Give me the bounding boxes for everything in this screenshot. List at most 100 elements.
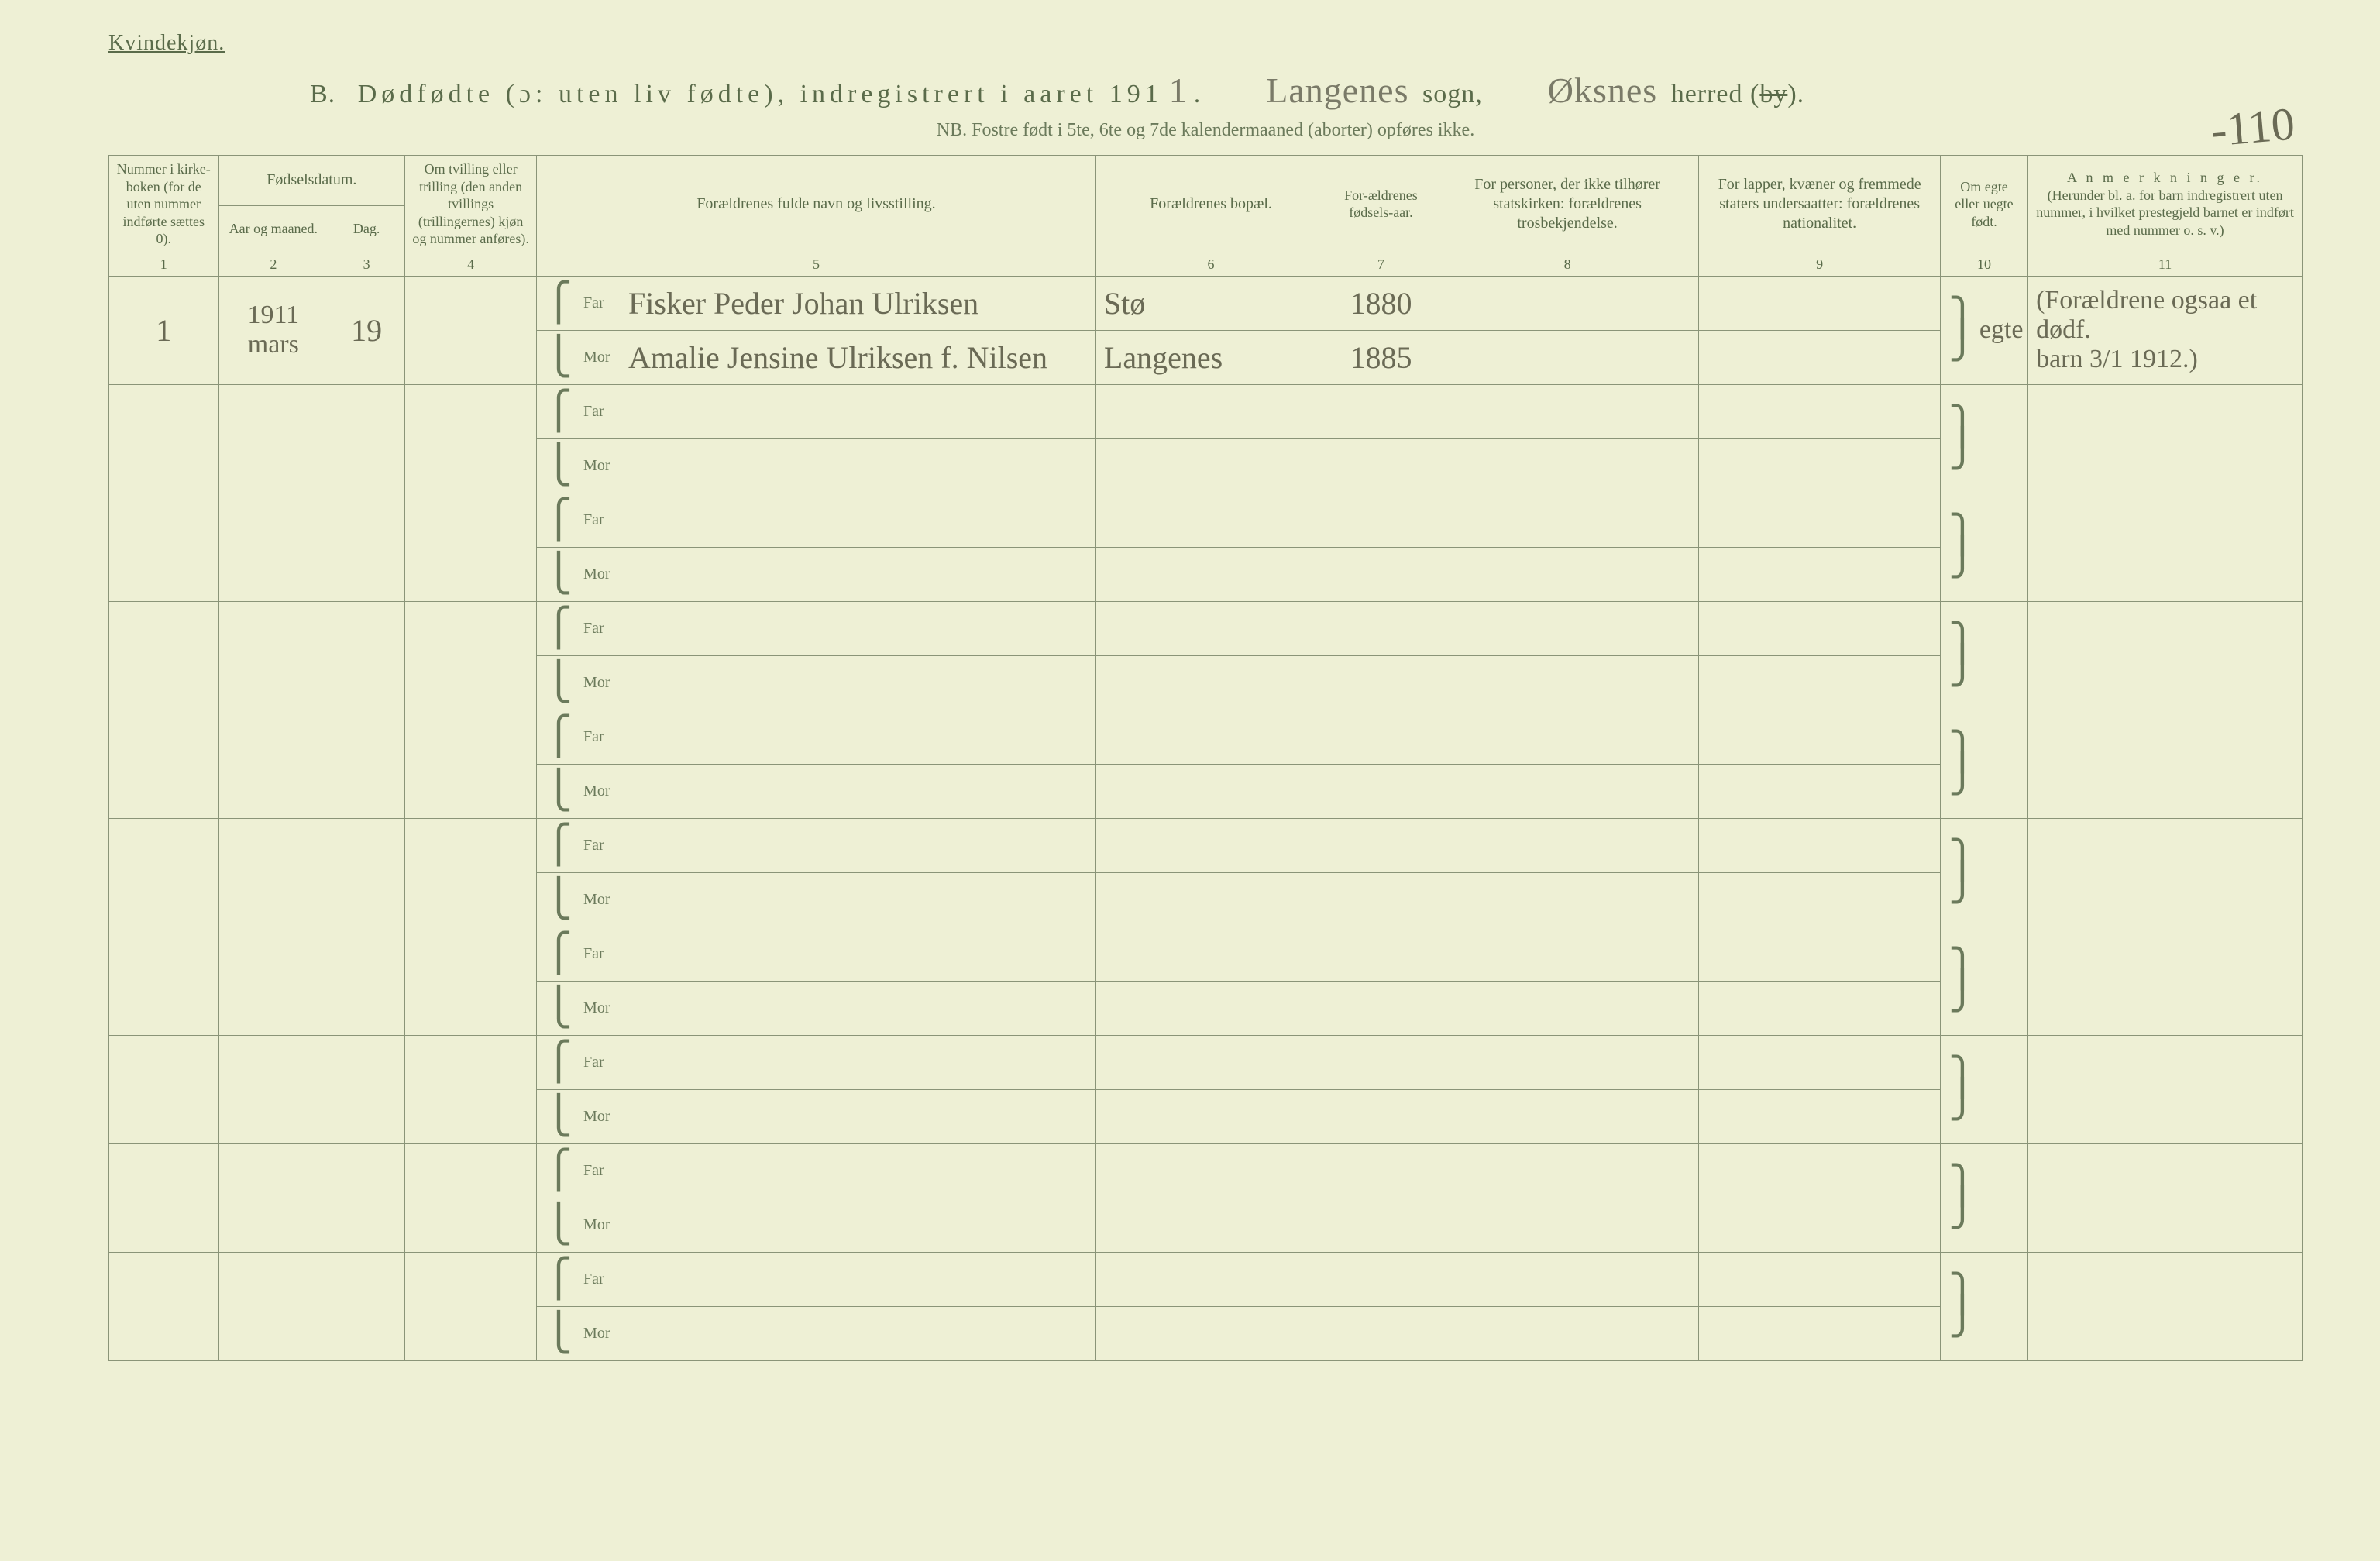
entry-far-year — [1326, 1035, 1436, 1089]
column-number: 7 — [1326, 253, 1436, 276]
column-number: 9 — [1699, 253, 1940, 276]
entry-far-place — [1095, 927, 1326, 981]
entry-far-nationality — [1699, 1035, 1940, 1089]
entry-mor-year — [1326, 1089, 1436, 1143]
entry-mor-place — [1095, 764, 1326, 818]
entry-mor-name: ⎩Mor — [537, 981, 1096, 1035]
entry-mor-place — [1095, 438, 1326, 493]
entry-remarks — [2028, 384, 2303, 493]
column-number: 11 — [2028, 253, 2303, 276]
table-row: ⎧Far⎫⎭ — [109, 1035, 2303, 1089]
entry-day — [328, 384, 405, 493]
entry-far-place — [1095, 818, 1326, 872]
entry-far-religion — [1436, 818, 1699, 872]
table-row: ⎧Far⎫⎭ — [109, 384, 2303, 438]
table-row: ⎧Far⎫⎭ — [109, 927, 2303, 981]
entry-far-nationality — [1699, 710, 1940, 764]
entry-legitimacy: ⎫⎭ — [1940, 1143, 2027, 1252]
entry-far-year — [1326, 710, 1436, 764]
entry-mor-year — [1326, 764, 1436, 818]
entry-far-name: ⎧Far — [537, 384, 1096, 438]
entry-mor-name: ⎩Mor — [537, 655, 1096, 710]
entry-day — [328, 493, 405, 601]
entry-number — [109, 1035, 219, 1143]
entry-twin — [405, 493, 537, 601]
entry-mor-name: ⎩Mor — [537, 1089, 1096, 1143]
sogn-label: sogn, — [1422, 80, 1483, 108]
entry-legitimacy: ⎫⎭ — [1940, 710, 2027, 818]
col-10-header: A n m e r k n i n g e r. (Herunder bl. a… — [2028, 156, 2303, 253]
entry-far-religion — [1436, 1035, 1699, 1089]
entry-mor-place — [1095, 655, 1326, 710]
entry-remarks — [2028, 1143, 2303, 1252]
entry-twin — [405, 276, 537, 384]
entry-legitimacy: ⎫⎭egte — [1940, 276, 2027, 384]
entry-year-month — [218, 384, 328, 493]
column-number: 4 — [405, 253, 537, 276]
entry-far-name: ⎧Far — [537, 1252, 1096, 1306]
entry-mor-place — [1095, 1306, 1326, 1360]
entry-mor-religion — [1436, 330, 1699, 384]
entry-far-place — [1095, 493, 1326, 547]
entry-mor-name: ⎩Mor — [537, 547, 1096, 601]
entry-remarks — [2028, 927, 2303, 1035]
entry-mor-nationality — [1699, 981, 1940, 1035]
entry-mor-religion — [1436, 655, 1699, 710]
entry-far-nationality — [1699, 276, 1940, 330]
entry-number — [109, 493, 219, 601]
entry-twin — [405, 384, 537, 493]
entry-remarks — [2028, 1035, 2303, 1143]
entry-mor-year — [1326, 1198, 1436, 1252]
entry-mor-nationality — [1699, 438, 1940, 493]
entry-remarks — [2028, 601, 2303, 710]
entry-number — [109, 1143, 219, 1252]
entry-number — [109, 384, 219, 493]
table-row: ⎧Far⎫⎭ — [109, 1252, 2303, 1306]
entry-mor-name: ⎩Mor — [537, 1306, 1096, 1360]
table-row: 11911mars19⎧FarFisker Peder Johan Ulriks… — [109, 276, 2303, 330]
entry-far-place — [1095, 601, 1326, 655]
herred-value: Øksnes — [1542, 70, 1663, 110]
register-page: Kvindekjøn. B. Dødfødte (ɔ: uten liv fød… — [108, 31, 2303, 1515]
entry-mor-name: ⎩Mor — [537, 872, 1096, 927]
entry-far-religion — [1436, 927, 1699, 981]
table-row: ⎧Far⎫⎭ — [109, 818, 2303, 872]
entry-remarks — [2028, 710, 2303, 818]
entry-twin — [405, 818, 537, 927]
entry-far-religion — [1436, 276, 1699, 330]
entry-remarks — [2028, 818, 2303, 927]
entry-mor-name: ⎩Mor — [537, 438, 1096, 493]
entry-mor-place — [1095, 547, 1326, 601]
entry-far-place — [1095, 1143, 1326, 1198]
col-6-header: For-ældrenes fødsels-aar. — [1326, 156, 1436, 253]
column-number: 2 — [218, 253, 328, 276]
col-2a-header: Aar og maaned. — [218, 205, 328, 253]
column-number: 1 — [109, 253, 219, 276]
herred-label-strike: by — [1759, 80, 1787, 108]
entry-number: 1 — [109, 276, 219, 384]
entry-day — [328, 601, 405, 710]
herred-label-post: ). — [1787, 80, 1804, 108]
entry-day — [328, 818, 405, 927]
entry-far-name: ⎧Far — [537, 1035, 1096, 1089]
table-row: ⎧Far⎫⎭ — [109, 1143, 2303, 1198]
entry-twin — [405, 1035, 537, 1143]
entry-number — [109, 710, 219, 818]
entry-day — [328, 1143, 405, 1252]
col-2b-header: Dag. — [328, 205, 405, 253]
entry-legitimacy: ⎫⎭ — [1940, 927, 2027, 1035]
entry-far-nationality — [1699, 927, 1940, 981]
entry-legitimacy: ⎫⎭ — [1940, 384, 2027, 493]
entry-mor-year — [1326, 1306, 1436, 1360]
column-number: 6 — [1095, 253, 1326, 276]
entry-legitimacy: ⎫⎭ — [1940, 493, 2027, 601]
gender-heading: Kvindekjøn. — [108, 31, 2303, 56]
entry-legitimacy: ⎫⎭ — [1940, 1035, 2027, 1143]
page-number: -110 — [2209, 97, 2296, 157]
sogn-value: Langenes — [1260, 70, 1415, 110]
entry-number — [109, 1252, 219, 1360]
entry-mor-place: Langenes — [1095, 330, 1326, 384]
title-main: Dødfødte (ɔ: uten liv fødte), indregistr… — [358, 80, 1163, 108]
column-number: 5 — [537, 253, 1096, 276]
entry-far-year — [1326, 601, 1436, 655]
